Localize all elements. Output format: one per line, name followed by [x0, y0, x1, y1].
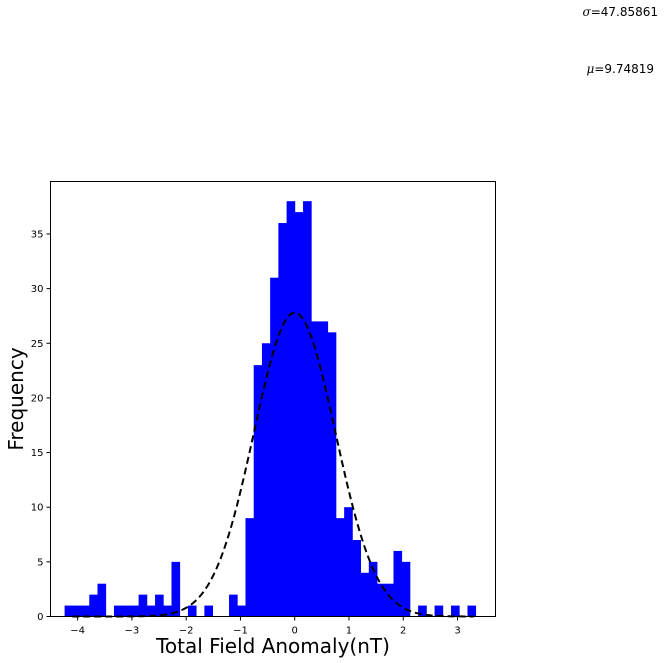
histogram-bar [467, 605, 477, 617]
histogram-bar [138, 594, 148, 617]
histogram-bar [204, 605, 213, 617]
sigma-annotation: σ=47.85861 [582, 5, 658, 19]
histogram-bar [311, 321, 320, 617]
x-axis-label: Total Field Anomaly(nT) [155, 634, 390, 658]
x-tick-label: 3 [454, 626, 460, 637]
plot-frame [50, 181, 496, 617]
y-tick-label: 15 [31, 448, 44, 459]
histogram-bar [81, 605, 90, 617]
histogram-bar [64, 605, 74, 617]
histogram-bar [335, 518, 345, 617]
y-axis-label: Frequency [4, 347, 28, 450]
histogram-bar [163, 605, 172, 617]
histogram-bar [294, 212, 304, 617]
x-tick-label: 1 [346, 626, 352, 637]
histogram-bar [155, 594, 164, 617]
histogram-bar [245, 518, 255, 617]
histogram-bar [451, 605, 460, 617]
histogram-bar [360, 572, 370, 617]
histogram-bar [385, 583, 394, 617]
histogram-bar [130, 605, 140, 617]
y-tick-label: 25 [31, 339, 44, 350]
histogram-bar [89, 594, 98, 617]
y-tick-label: 35 [31, 229, 44, 240]
y-tick-label: 20 [31, 393, 44, 404]
y-tick-label: 10 [31, 503, 44, 514]
histogram-bar [237, 605, 246, 617]
histogram-bar [97, 583, 107, 617]
histogram-bar [418, 605, 427, 617]
histogram-bar [368, 561, 378, 617]
histogram-bar [146, 605, 156, 617]
x-tick-label: −2 [179, 626, 194, 637]
histogram-bar [278, 223, 287, 617]
x-tick-label: 2 [400, 626, 406, 637]
histogram-bar [319, 321, 329, 617]
histogram-bar [344, 507, 353, 617]
y-tick-label: 30 [31, 284, 44, 295]
x-tick-label: −3 [125, 626, 140, 637]
histogram-bar [229, 594, 238, 617]
x-tick-label: −4 [70, 626, 85, 637]
histogram-bar [303, 201, 312, 617]
histogram-bar [187, 605, 197, 617]
y-tick-label: 0 [37, 612, 43, 623]
histogram-bar [253, 365, 263, 617]
histogram-bar [377, 583, 386, 617]
histogram-bar [286, 201, 296, 617]
mu-value: =9.74819 [594, 62, 654, 76]
y-axis-ticks: 0 5 10 15 20 25 30 35 [31, 229, 51, 623]
x-tick-label: −1 [233, 626, 248, 637]
histogram-bar [122, 605, 131, 617]
histogram-bar [393, 550, 403, 617]
histogram-bars [64, 201, 477, 617]
histogram-bar [72, 605, 82, 617]
sigma-value: =47.85861 [590, 5, 658, 19]
y-tick-label: 5 [37, 557, 43, 568]
mu-annotation: μ=9.74819 [587, 62, 655, 76]
histogram-bar [270, 277, 279, 617]
x-axis-ticks: −4 −3 −2 −1 0 1 2 3 [70, 616, 461, 637]
histogram-bar [327, 332, 337, 617]
histogram-bar [261, 343, 271, 617]
histogram-bar [401, 561, 411, 617]
histogram-bar [171, 561, 181, 617]
histogram-bar [352, 539, 361, 617]
sigma-symbol: σ [582, 5, 591, 19]
x-tick-label: 0 [292, 626, 298, 637]
histogram-bar [113, 605, 123, 617]
histogram-bar [434, 605, 444, 617]
mu-symbol: μ [586, 62, 595, 76]
